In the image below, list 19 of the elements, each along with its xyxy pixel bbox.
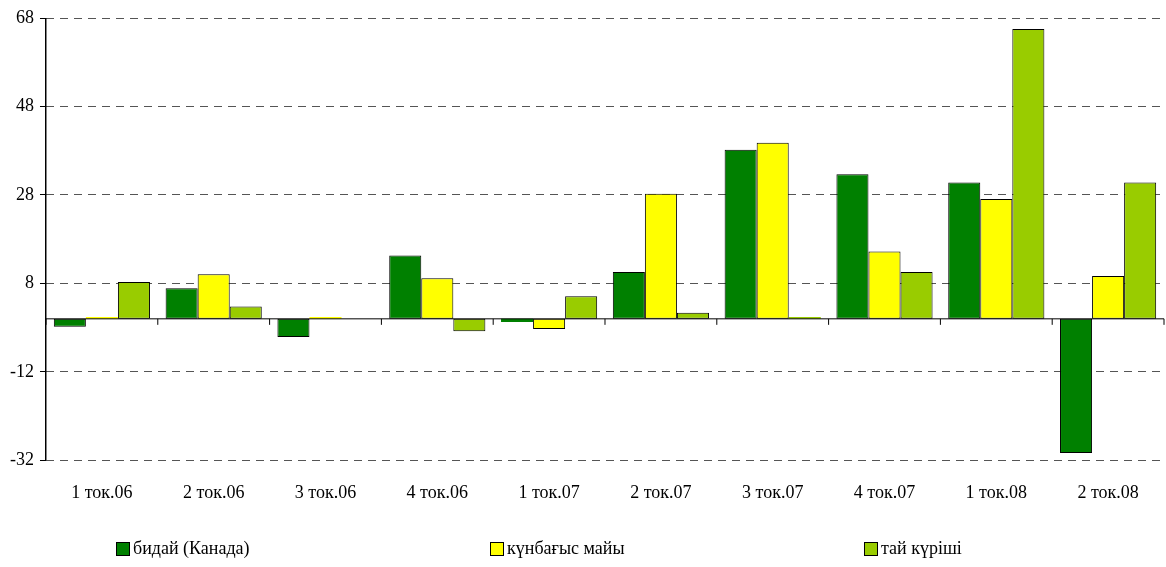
y-tick-label: 68 — [15, 6, 34, 27]
x-tick-label: 4 ток.06 — [406, 481, 468, 502]
x-tick-label: 2 ток.06 — [183, 481, 245, 502]
x-tick-label: 1 ток.07 — [518, 481, 580, 502]
y-tick-label: 48 — [15, 95, 34, 116]
x-tick-label: 2 ток.07 — [630, 481, 692, 502]
x-tick-label: 4 ток.07 — [853, 481, 916, 502]
y-tick-label: -32 — [9, 449, 34, 470]
legend-label: күнбағыс майы — [507, 538, 625, 559]
x-tick-label: 3 ток.07 — [742, 481, 804, 502]
x-tick-label: 1 ток.08 — [965, 481, 1027, 502]
legend-label: тай күріші — [881, 538, 962, 559]
x-tick-label: 3 ток.06 — [294, 481, 357, 502]
x-tick-label: 1 ток.06 — [71, 481, 133, 502]
x-tick-label: 2 ток.08 — [1077, 481, 1139, 502]
y-tick-label: 8 — [24, 272, 34, 293]
y-tick-label: 28 — [15, 183, 34, 204]
legend-label: бидай (Канада) — [133, 538, 250, 559]
y-tick-label: -12 — [9, 360, 34, 381]
